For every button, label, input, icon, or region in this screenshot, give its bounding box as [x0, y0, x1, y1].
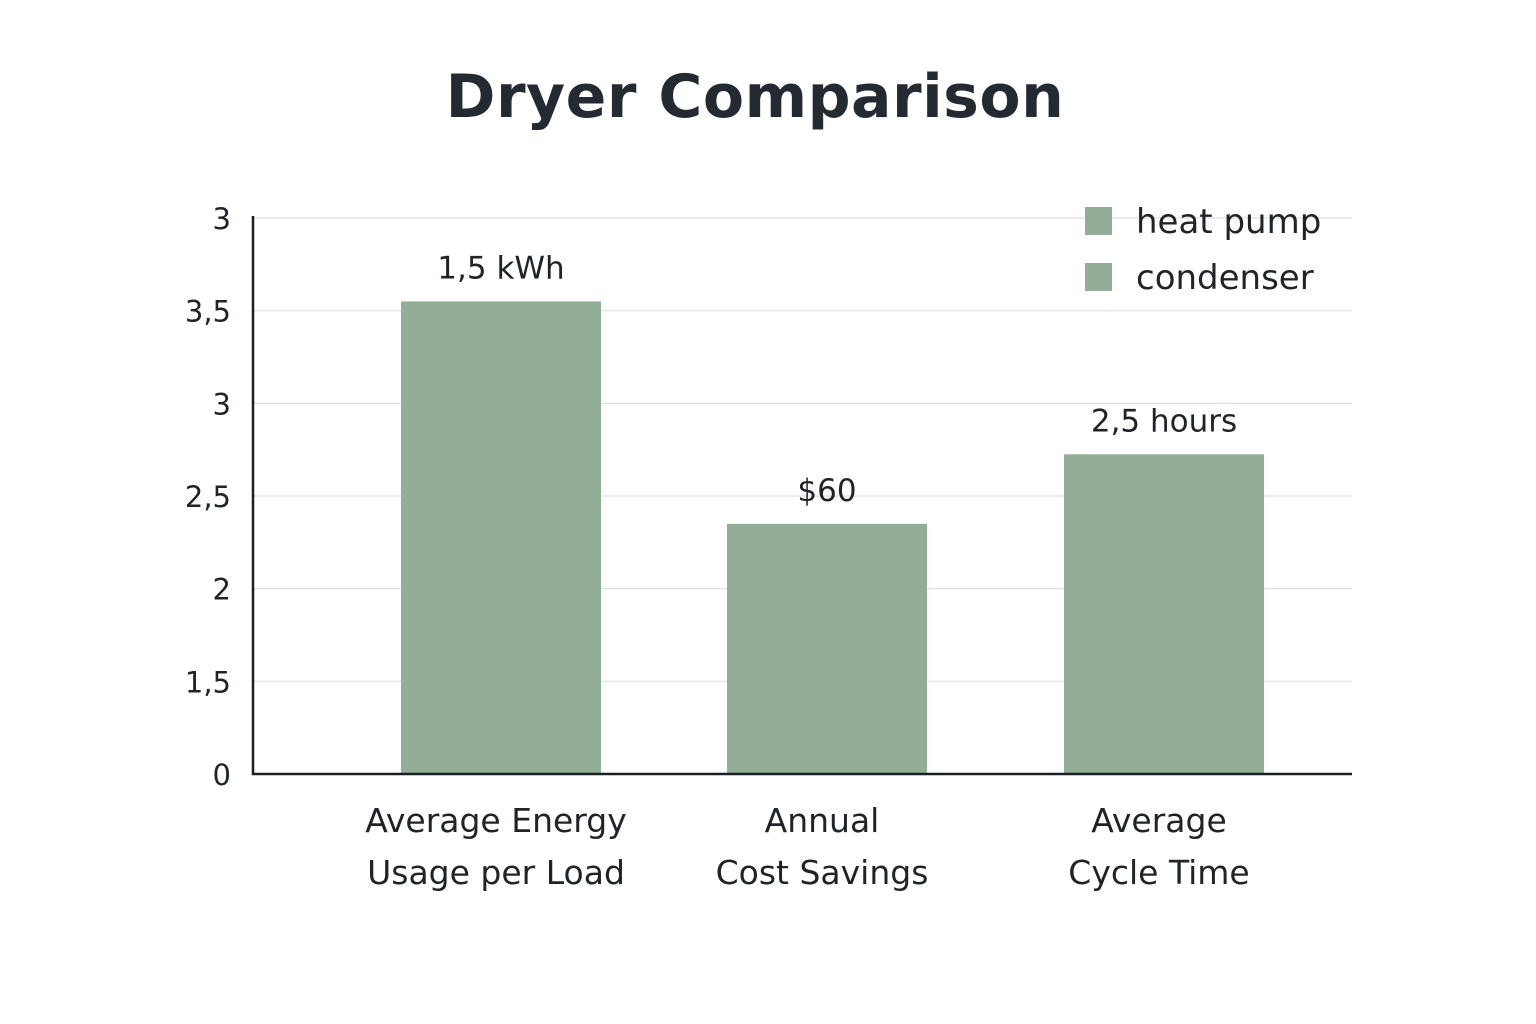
- legend-label: heat pump: [1136, 202, 1321, 242]
- y-tick-label: 0: [213, 758, 231, 792]
- bar: [1064, 454, 1264, 774]
- bar: [727, 523, 927, 774]
- y-tick-label: 1,5: [185, 665, 231, 699]
- y-tick-label: 3: [213, 387, 231, 421]
- legend-swatch: [1085, 263, 1112, 291]
- y-tick-label: 2,5: [185, 480, 231, 514]
- data-label: 1,5 kWh: [437, 250, 564, 286]
- chart-title: Dryer Comparison: [445, 62, 1065, 132]
- legend-swatch: [1085, 207, 1112, 235]
- bar: [401, 301, 601, 774]
- y-tick-label: 2: [213, 573, 231, 607]
- x-category-label: Annual Cost Savings: [716, 801, 929, 892]
- data-label: $60: [797, 473, 856, 509]
- y-tick-label: 3: [213, 202, 231, 236]
- legend-label: condenser: [1136, 258, 1314, 298]
- x-category-label: Average Cycle Time: [1068, 801, 1249, 892]
- y-tick-label: 3,5: [185, 295, 231, 329]
- x-category-label: Average Energy Usage per Load: [365, 801, 627, 892]
- data-label: 2,5 hours: [1091, 403, 1237, 439]
